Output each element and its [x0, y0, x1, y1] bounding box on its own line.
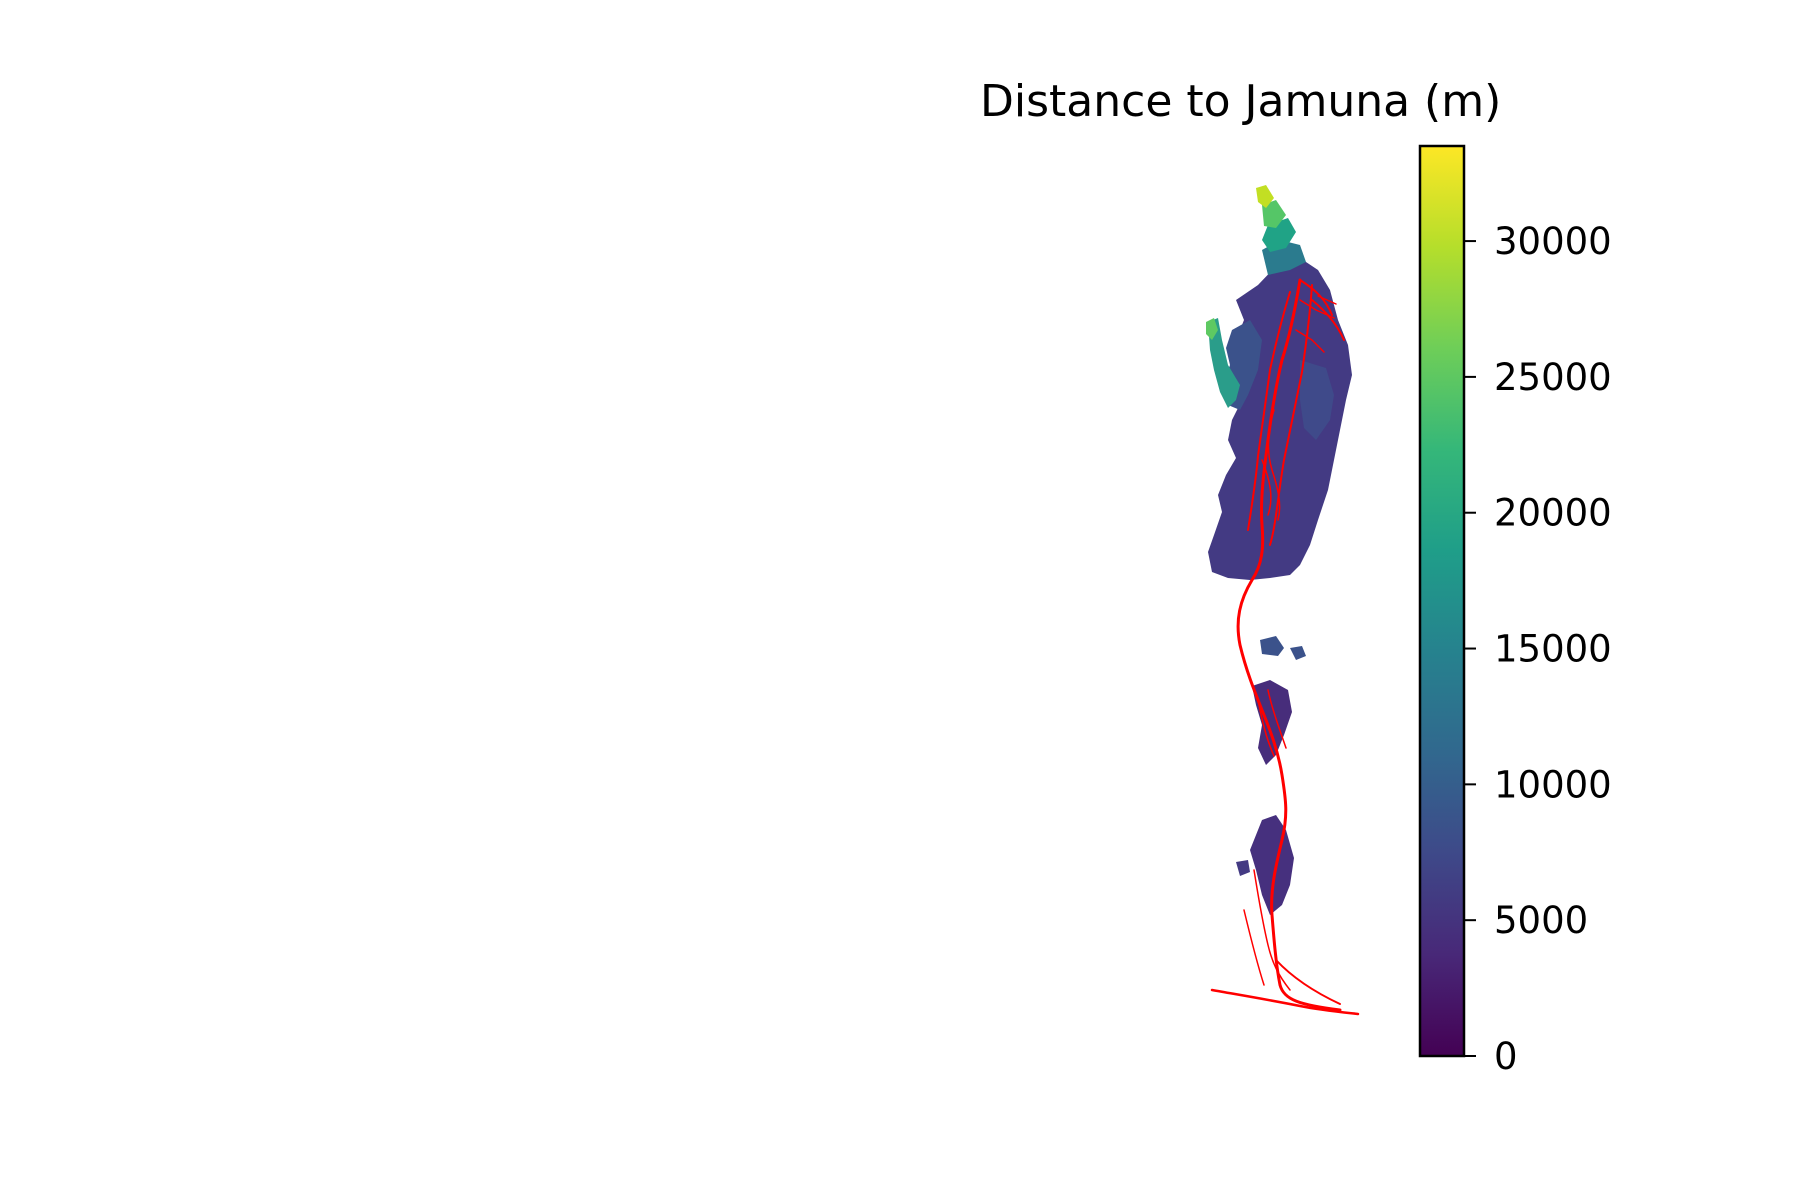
- region-north-arm-upper: [1262, 200, 1286, 228]
- colorbar-frame: [1418, 144, 1466, 1058]
- colorbar-ticks: 0 5000 10000 15000 20000 25000 30000: [1464, 220, 1612, 1078]
- colorbar-tick-label: 5000: [1494, 899, 1588, 942]
- colorbar-tick-label: 15000: [1494, 628, 1612, 671]
- colorbar-tick-label: 30000: [1494, 220, 1612, 263]
- river-west-braid: [1247, 291, 1291, 531]
- colorbar-tick-label: 20000: [1494, 492, 1612, 535]
- colorbar-tick-label: 10000: [1494, 763, 1612, 806]
- distance-regions: [1206, 185, 1352, 915]
- river-south-delta: [1210, 988, 1360, 1016]
- colorbar: 0 5000 10000 15000 20000 25000 30000: [1418, 144, 1612, 1078]
- region-northwest-strip: [1208, 318, 1240, 408]
- map-title: Distance to Jamuna (m): [980, 76, 1502, 127]
- river-central-loops: [1261, 409, 1281, 521]
- river-northeast-branch: [1299, 279, 1345, 341]
- region-north-arm-tip: [1256, 185, 1274, 208]
- colorbar-tick-label: 0: [1494, 1035, 1518, 1078]
- region-south-patch-west: [1236, 860, 1250, 876]
- colorbar-gradient: [1420, 146, 1464, 1056]
- river-south-braids: [1243, 869, 1291, 991]
- colorbar-tick-label: 25000: [1494, 356, 1612, 399]
- river-east-braid: [1269, 284, 1313, 546]
- jamuna-river-network: [1210, 278, 1360, 1016]
- region-central-patches: [1252, 680, 1292, 765]
- region-east-bulge: [1300, 360, 1334, 440]
- region-northwest-tip: [1206, 318, 1218, 340]
- region-mid-patch-1: [1260, 636, 1284, 656]
- river-mid-braids: [1257, 689, 1287, 757]
- region-mid-patch-2: [1290, 646, 1306, 660]
- river-south-branch-east: [1275, 959, 1341, 1005]
- region-main-floodplain: [1208, 258, 1352, 580]
- river-north-fan: [1295, 295, 1337, 353]
